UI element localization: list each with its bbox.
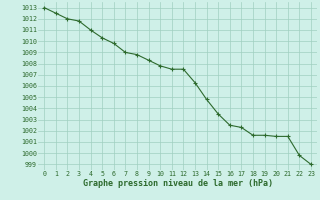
X-axis label: Graphe pression niveau de la mer (hPa): Graphe pression niveau de la mer (hPa) (83, 179, 273, 188)
